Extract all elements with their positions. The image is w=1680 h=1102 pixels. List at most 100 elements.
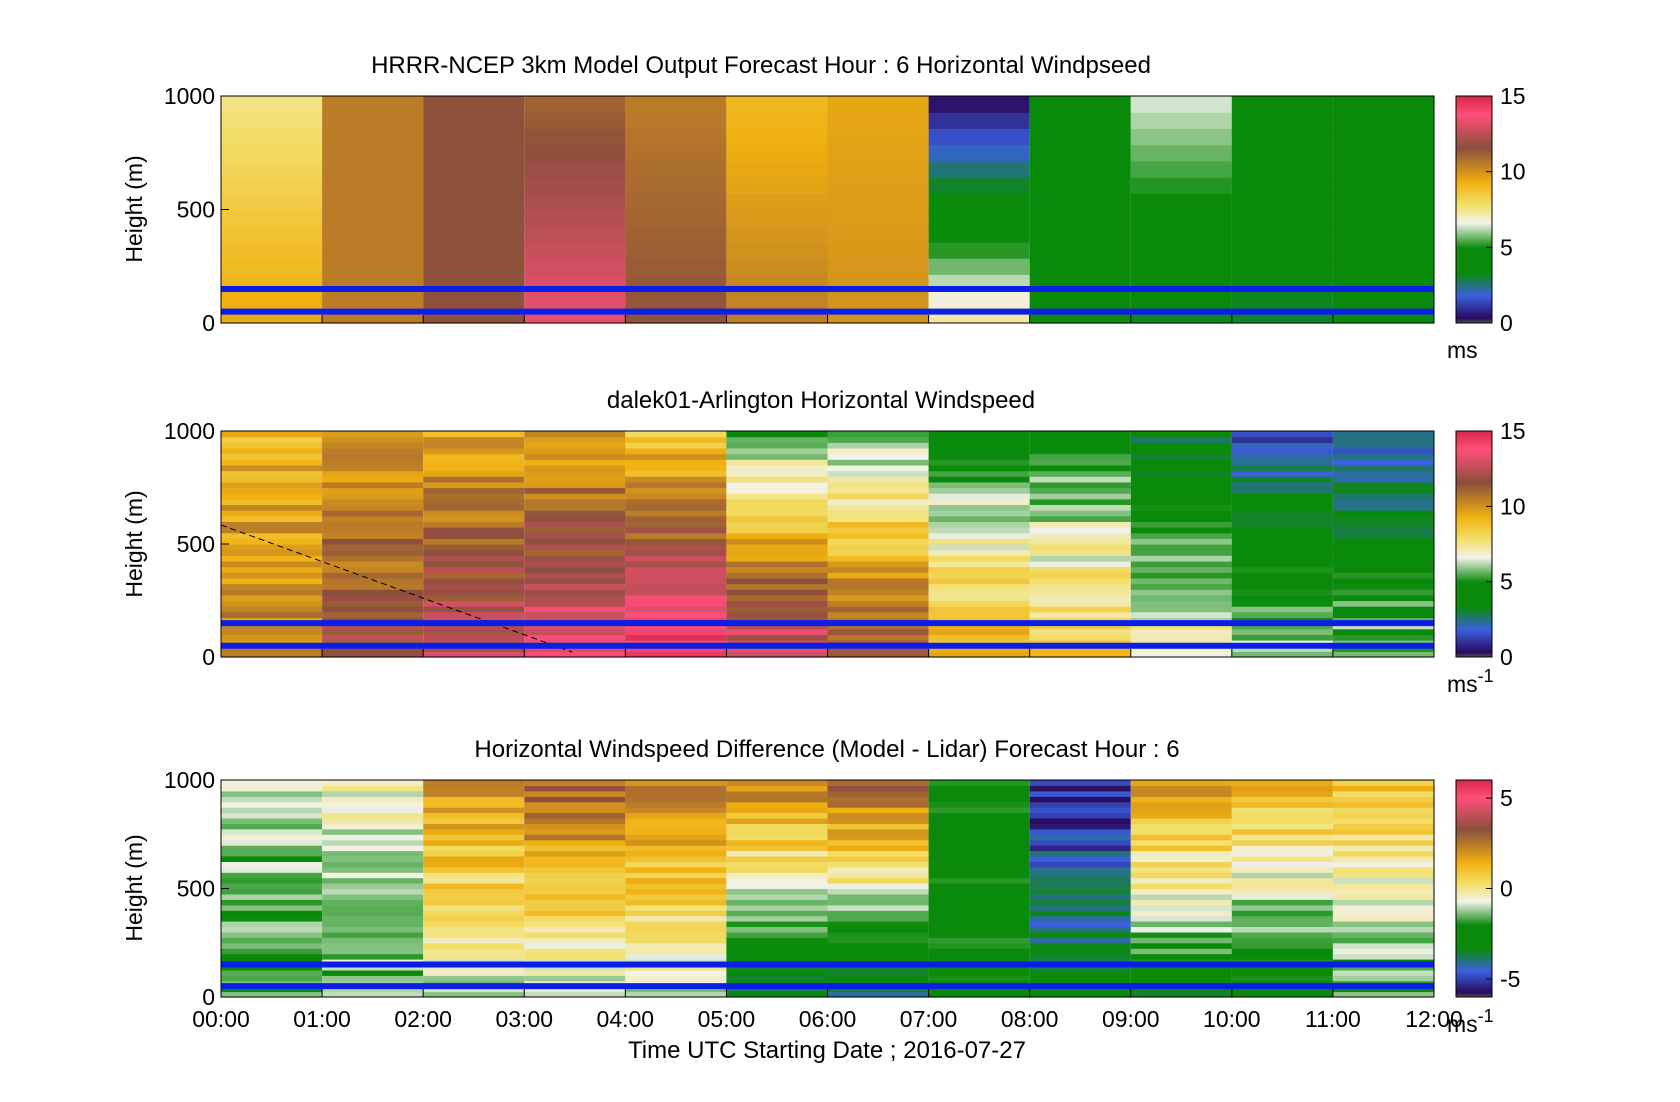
heatmap-cell (625, 807, 727, 814)
heatmap-cell (221, 948, 323, 955)
heatmap-cell (1332, 861, 1434, 868)
heatmap-cell (726, 532, 828, 539)
heatmap-cell (726, 834, 828, 841)
heatmap-cell (928, 549, 1030, 556)
heatmap-cell (1231, 442, 1333, 449)
heatmap-cell (322, 594, 424, 602)
heatmap-cell (928, 589, 1030, 596)
heatmap-cell (1332, 904, 1434, 911)
heatmap-cell (1130, 258, 1232, 275)
heatmap-cell (1130, 828, 1232, 835)
heatmap-cell (1332, 812, 1434, 819)
heatmap-cell (423, 549, 525, 556)
heatmap-cell (1231, 883, 1333, 890)
heatmap-cell (524, 583, 626, 590)
heatmap-cell (1130, 991, 1232, 998)
heatmap-cell (423, 436, 525, 443)
heatmap-cell (1130, 839, 1232, 846)
heatmap-cell (322, 623, 424, 630)
heatmap-cell (524, 561, 626, 568)
heatmap-cell (1231, 453, 1333, 460)
heatmap-cell (322, 899, 424, 906)
heatmap-cell (827, 589, 929, 596)
heatmap-cell (1130, 442, 1232, 449)
heatmap-cell (1130, 544, 1232, 551)
heatmap-cell (928, 538, 1030, 545)
heatmap-cell (625, 96, 727, 113)
heatmap-cell (827, 510, 929, 517)
heatmap-cell (827, 861, 929, 868)
heatmap-cell (322, 888, 424, 895)
heatmap-cell (1231, 160, 1333, 178)
heatmap-cell (322, 504, 424, 511)
heatmap-cell (524, 628, 626, 635)
heatmap-cell (928, 877, 1030, 884)
heatmap-cell (1130, 431, 1232, 438)
heatmap-cell (524, 493, 626, 500)
heatmap-cell (221, 861, 323, 868)
heatmap-cell (423, 634, 525, 641)
heatmap-cell (726, 845, 828, 852)
heatmap-cell (1029, 144, 1131, 162)
heatmap-cell (1029, 834, 1131, 841)
heatmap-cell (1332, 953, 1434, 960)
heatmap-cell (1130, 904, 1232, 911)
heatmap-cell (322, 991, 424, 998)
heatmap-cell (625, 549, 727, 556)
heatmap-cell (1029, 888, 1131, 895)
heatmap-cell (625, 510, 727, 517)
heatmap-cell (1332, 476, 1434, 483)
heatmap-cell (423, 555, 525, 562)
heatmap-cell (726, 459, 828, 466)
heatmap-cell (1332, 807, 1434, 814)
heatmap-cell (1332, 926, 1434, 933)
heatmap-cell (625, 561, 727, 568)
heatmap-cell (726, 521, 828, 528)
colorbar-tick-label: 0 (1500, 644, 1513, 670)
heatmap-cell (1130, 790, 1232, 797)
heatmap-cell (1231, 538, 1333, 545)
heatmap-cell (1029, 258, 1131, 275)
heatmap-cell (1130, 964, 1232, 971)
heatmap-cell (1231, 634, 1333, 641)
x-tick-label: 01:00 (293, 1006, 351, 1032)
heatmap-cell (625, 780, 727, 786)
heatmap-cell (625, 948, 727, 955)
heatmap-cell (726, 538, 828, 545)
heatmap-cell (625, 442, 727, 449)
heatmap-cell (827, 566, 929, 573)
heatmap-cell (1130, 515, 1232, 522)
heatmap-cell (726, 464, 828, 472)
heatmap-cell (1231, 845, 1333, 852)
heatmap-cell (524, 611, 626, 619)
heatmap-cell (1332, 628, 1434, 635)
heatmap-cell (423, 964, 525, 971)
heatmap-cell (625, 515, 727, 522)
heatmap-cell (928, 866, 1030, 873)
heatmap-cell (1130, 566, 1232, 573)
heatmap-cell (625, 160, 727, 178)
heatmap-cell (1029, 948, 1131, 955)
heatmap-cell (524, 572, 626, 579)
heatmap-cell (221, 549, 323, 556)
heatmap-cell (1332, 915, 1434, 922)
heatmap-cell (1029, 510, 1131, 517)
heatmap-cell (1029, 801, 1131, 808)
heatmap-cell (928, 953, 1030, 960)
heatmap-cell (625, 904, 727, 911)
heatmap-cell (423, 807, 525, 814)
heatmap-cell (1231, 807, 1333, 814)
heatmap-cell (1231, 645, 1333, 652)
heatmap-cell (827, 144, 929, 162)
heatmap-cell (221, 828, 323, 835)
heatmap-cell (726, 96, 828, 113)
heatmap-cell (625, 577, 727, 585)
heatmap-cell (322, 807, 424, 814)
heatmap-cell (1029, 850, 1131, 857)
heatmap-cell (524, 510, 626, 517)
heatmap-cell (221, 790, 323, 797)
heatmap-cell (1130, 910, 1232, 917)
heatmap-cell (1231, 796, 1333, 803)
heatmap-cell (928, 476, 1030, 483)
heatmap-cell (928, 209, 1030, 227)
